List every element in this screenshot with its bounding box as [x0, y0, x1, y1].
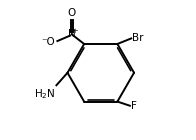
- Text: N: N: [68, 29, 75, 39]
- Text: Br: Br: [132, 33, 143, 43]
- Text: H$_2$N: H$_2$N: [34, 87, 56, 101]
- Text: ⁻O: ⁻O: [41, 37, 55, 47]
- Text: +: +: [73, 28, 78, 34]
- Text: O: O: [68, 8, 76, 18]
- Text: F: F: [131, 101, 136, 111]
